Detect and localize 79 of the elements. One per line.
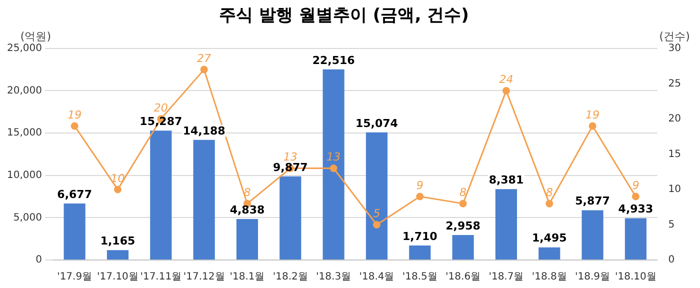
point [70,122,78,130]
bar [106,250,129,260]
bar [538,247,560,260]
x-tick-label: '17.10월 [97,272,138,283]
y2-tick-label: 5 [668,219,675,230]
point [546,200,554,208]
point [632,192,640,200]
x-tick-label: '18.2월 [272,272,308,283]
x-tick-label: '18.7월 [488,272,524,283]
point [200,66,208,74]
y2-tick-label: 30 [668,42,682,54]
bar [495,189,517,260]
data-label: 14,188 [182,124,226,138]
data-label: 24 [499,73,514,86]
data-label: 9 [416,178,424,192]
data-label: 2,958 [446,219,480,232]
data-label: 6,677 [57,188,92,201]
data-label: 8 [460,186,467,199]
bar [236,219,258,260]
data-label: 4,933 [618,202,654,216]
data-label: 8,381 [488,173,524,186]
bar [280,176,302,260]
data-label: 19 [68,108,82,122]
point [114,186,122,194]
y2-tick-label: 0 [668,254,675,266]
data-label: 5 [373,207,380,220]
y-axis-title: (억원) [20,30,51,43]
data-label: 1,165 [100,234,136,248]
point [459,200,467,208]
y2-tick-label: 10 [668,184,682,196]
y2-tick-label: 20 [668,114,682,125]
y-tick-label: 20,000 [6,85,42,96]
x-tick-label: '17.12월 [183,272,225,283]
data-label: 13 [326,150,341,164]
y-tick-label: 5,000 [13,212,42,224]
data-label: 13 [283,150,298,164]
point [416,192,424,200]
data-label: 27 [197,52,212,65]
y-tick-label: 15,000 [6,128,42,139]
bar [193,140,215,260]
data-label: 8 [546,186,553,199]
x-tick-label: '17.11월 [140,272,182,283]
point [372,220,380,228]
x-tick-label: '18.6월 [446,272,481,283]
data-label: 4,838 [230,203,265,216]
x-tick-label: '18.9월 [575,272,610,283]
y2-tick-label: 25 [668,78,682,90]
y-tick-label: 25,000 [6,42,42,54]
bar [582,210,604,260]
data-label: 20 [154,101,168,114]
x-tick-label: '18.4월 [359,272,394,283]
bar [624,218,646,260]
data-label: 1,710 [402,230,438,243]
bar [452,234,474,260]
point [502,86,510,94]
x-tick-label: '18.5월 [402,272,438,283]
bar [64,203,86,260]
x-tick-label: '18.1월 [230,272,265,283]
bar [366,132,388,260]
data-label: 15,074 [355,116,398,130]
data-label: 9 [632,178,640,192]
data-label: 22,516 [312,54,356,67]
y2-axis-title: (건수) [659,30,690,43]
point [330,164,338,172]
chart-title: 주식 발행 월별추이 (금액, 건수) [219,6,469,26]
x-tick-label: '18.10월 [615,272,656,283]
bar [150,130,172,260]
x-tick-label: '18.8월 [532,272,567,283]
data-label: 19 [586,108,600,122]
y-tick-label: 0 [36,254,42,266]
bar [409,246,431,260]
x-tick-label: '18.3월 [316,272,352,283]
x-tick-label: '17.9월 [57,272,92,283]
bar [322,69,344,260]
y-tick-label: 10,000 [6,170,42,181]
point [588,122,596,130]
y2-tick-label: 15 [668,148,682,160]
data-label: 5,877 [575,194,610,208]
data-label: 1,495 [532,232,567,245]
